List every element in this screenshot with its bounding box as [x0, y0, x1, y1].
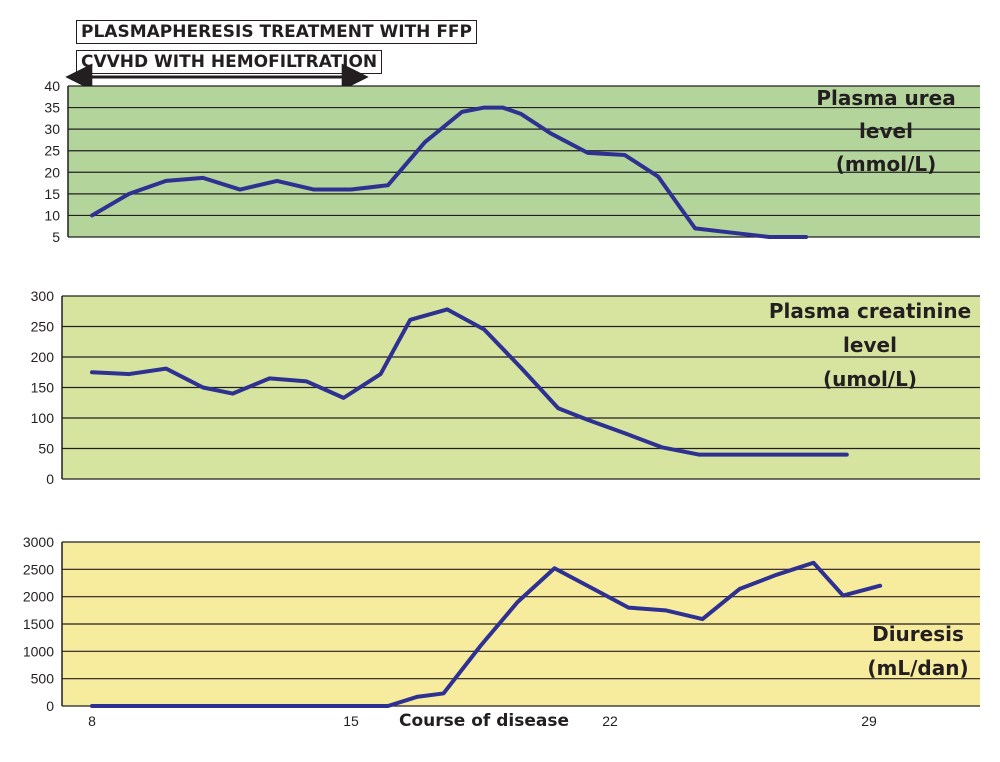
- x-tick-label: 8: [88, 713, 96, 729]
- plasmapheresis-label: PLASMAPHERESIS TREATMENT WITH FFP: [76, 20, 478, 44]
- urea-label-line: level: [859, 119, 913, 143]
- x-tick-label: 22: [602, 713, 618, 729]
- creatinine-label-line: Plasma creatinine: [769, 299, 971, 323]
- x-tick-label: 15: [343, 713, 359, 729]
- urea-y-tick-label: 20: [44, 164, 60, 180]
- urea-y-tick-label: 5: [52, 229, 60, 245]
- creatinine-y-tick-label: 200: [31, 349, 55, 365]
- diuresis-y-tick-label: 2500: [23, 561, 54, 577]
- urea-label-line: Plasma urea: [816, 86, 955, 110]
- urea-y-tick-label: 35: [44, 100, 60, 116]
- urea-y-tick-label: 15: [44, 186, 60, 202]
- creatinine-y-tick-label: 100: [31, 410, 55, 426]
- diuresis-y-tick-label: 2000: [23, 589, 54, 605]
- diuresis-y-tick-label: 0: [46, 698, 54, 714]
- creatinine-series-line: [90, 307, 849, 457]
- creatinine-label-line: level: [843, 333, 897, 357]
- diuresis-label-line: (mL/dan): [867, 656, 968, 680]
- urea-plot-background: [68, 86, 980, 237]
- urea-y-tick-label: 25: [44, 143, 60, 159]
- urea-y-tick-label: 40: [44, 78, 60, 94]
- creatinine-y-tick-label: 0: [46, 471, 54, 487]
- x-tick-label: 29: [861, 713, 877, 729]
- diuresis-y-tick-label: 1000: [23, 643, 54, 659]
- urea-y-tick-label: 10: [44, 207, 60, 223]
- creatinine-y-tick-label: 150: [31, 380, 55, 396]
- creatinine-y-tick-label: 300: [31, 288, 55, 304]
- creatinine-y-tick-label: 250: [31, 319, 55, 335]
- x-axis-title: Course of disease: [399, 711, 569, 731]
- diuresis-label-line: Diuresis: [872, 622, 964, 646]
- diuresis-y-tick-label: 500: [31, 671, 55, 687]
- diuresis-y-tick-label: 1500: [23, 616, 54, 632]
- creatinine-y-tick-label: 50: [38, 441, 54, 457]
- diuresis-y-tick-label: 3000: [23, 534, 54, 550]
- creatinine-label-line: (umol/L): [823, 367, 917, 391]
- urea-label-line: (mmol/L): [836, 152, 937, 176]
- urea-y-tick-label: 30: [44, 121, 60, 137]
